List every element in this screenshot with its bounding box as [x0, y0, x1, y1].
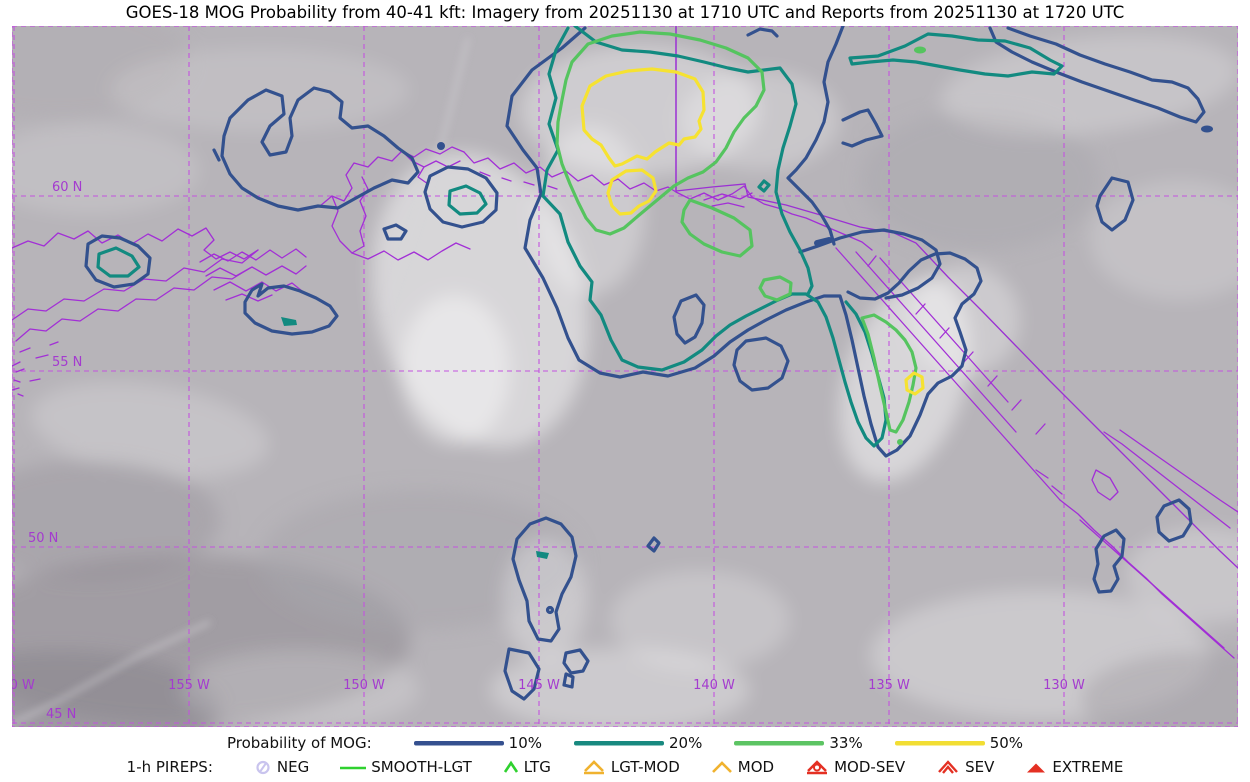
lat-label-60n: 60 N	[52, 180, 82, 195]
mod-sev-pirep-icon	[807, 759, 828, 774]
legend-item-10pct: 10%	[413, 734, 543, 752]
contour-33pct	[555, 30, 926, 445]
legend-item-ltg: LTG	[503, 758, 551, 776]
legend-item-50pct: 50%	[894, 734, 1024, 752]
legend-item-mod-sev: MOD-SEV	[805, 758, 905, 776]
legend-item-label: 10%	[508, 734, 543, 752]
legend-item-label: LTG	[523, 758, 551, 776]
legend-item-label: EXTREME	[1052, 758, 1124, 776]
lon-label-130w: 130 W	[1043, 678, 1085, 693]
lat-label-50n: 50 N	[28, 531, 58, 546]
legend-item-mod: MOD	[711, 758, 774, 776]
legend-item-neg: NEG	[254, 758, 309, 776]
legend-item-label: SEV	[965, 758, 995, 776]
pirep-legend: 1-h PIREPS: NEG SMOOTH-LGT LTG LGT-MOD M…	[0, 756, 1250, 778]
legend-item-extreme: EXTREME	[1025, 758, 1123, 776]
alaska-canada-border	[675, 26, 1238, 569]
contour-swatch-10pct-icon	[413, 741, 504, 746]
lon-label-135w: 135 W	[868, 678, 910, 693]
legend-item-label: MOD-SEV	[834, 758, 906, 776]
extreme-pirep-icon	[1027, 763, 1046, 772]
contour-10pct	[84, 26, 1213, 701]
legend-item-label: SMOOTH-LGT	[371, 758, 472, 776]
ltg-pirep-icon	[503, 760, 518, 773]
legend-item-label: LGT-MOD	[610, 758, 680, 776]
pirep-legend-label: 1-h PIREPS:	[126, 758, 213, 776]
legend-item-sev: SEV	[936, 758, 994, 776]
latlon-grid	[12, 26, 1238, 727]
contour-20pct	[96, 26, 1064, 559]
grid-labels: 60 N 55 N 50 N 45 N 160 W 155 W 150 W 14…	[0, 180, 1085, 722]
lon-label-155w: 155 W	[168, 678, 210, 693]
neg-pirep-icon	[256, 760, 270, 774]
legend-item-label: 50%	[989, 734, 1024, 752]
legend-item-20pct: 20%	[574, 734, 702, 752]
lon-label-140w: 140 W	[693, 678, 735, 693]
sev-pirep-icon	[938, 759, 958, 774]
smooth-lgt-pirep-icon	[340, 766, 367, 769]
legend-item-lgt-mod: LGT-MOD	[582, 758, 680, 776]
legend-item-label: NEG	[276, 758, 310, 776]
mog-probability-legend: Probability of MOG: 10% 20% 33% 50%	[0, 732, 1250, 754]
contour-50pct	[580, 67, 925, 396]
legend-item-smooth-lgt: SMOOTH-LGT	[340, 758, 472, 776]
lat-label-45n: 45 N	[46, 707, 76, 722]
contour-swatch-50pct-icon	[894, 741, 985, 746]
lat-label-55n: 55 N	[52, 355, 82, 370]
mod-pirep-icon	[711, 760, 732, 773]
lon-label-150w: 150 W	[343, 678, 385, 693]
coastlines	[12, 146, 1238, 659]
legend-item-33pct: 33%	[734, 734, 863, 752]
legend-item-label: 33%	[829, 734, 863, 752]
lon-label-160w: 160 W	[0, 678, 35, 693]
legend-item-label: 20%	[669, 734, 703, 752]
contour-swatch-33pct-icon	[734, 741, 825, 746]
page-title: GOES-18 MOG Probability from 40-41 kft: …	[125, 3, 1125, 22]
lgt-mod-pirep-icon	[583, 759, 604, 774]
contour-swatch-20pct-icon	[574, 741, 665, 746]
mog-legend-label: Probability of MOG:	[226, 734, 372, 752]
lon-label-145w: 145 W	[518, 678, 560, 693]
legend-item-label: MOD	[737, 758, 775, 776]
